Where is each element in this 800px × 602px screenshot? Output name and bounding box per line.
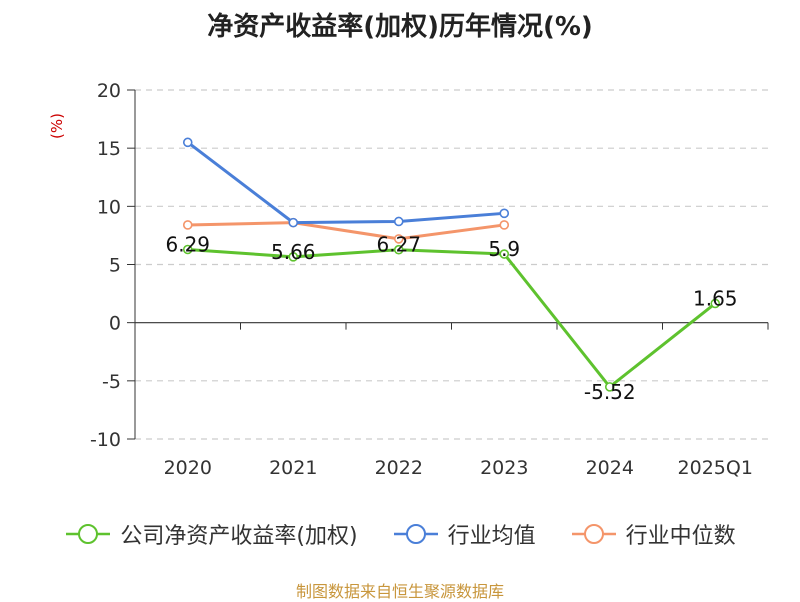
data-point: [393, 244, 404, 255]
label-layer: 6.29 5.66 6.27 5.9 -5.52 1.65: [165, 232, 737, 403]
data-point: [710, 298, 721, 309]
y-tick-label: 0: [109, 313, 121, 335]
data-point: [182, 220, 193, 230]
x-tick-label: 2022: [375, 457, 423, 479]
y-tick-label: 20: [97, 80, 121, 102]
series-line: [187, 247, 717, 389]
legend-item[interactable]: 公司净资产收益率(加权): [64, 518, 358, 550]
y-tick-label: 15: [97, 138, 121, 160]
data-label: 6.27: [376, 233, 421, 257]
y-axis-unit-label: (%): [48, 113, 66, 139]
y-tick-label: -10: [90, 429, 121, 451]
data-label: 6.29: [165, 232, 210, 256]
data-point: [182, 137, 193, 148]
axis-layer: 20 15 10 5 0 -5 -10 2020 2021 2022 2023 2024 2025Q1 (…: [48, 80, 769, 479]
data-point: [604, 382, 615, 392]
data-label: -5.52: [584, 380, 636, 404]
data-point: [499, 208, 510, 219]
series-line: [186, 141, 505, 225]
legend-item[interactable]: 行业中位数: [570, 518, 736, 550]
grid-layer: [135, 89, 768, 440]
data-point: [499, 249, 510, 259]
x-tick-label: 2023: [480, 457, 528, 479]
series-line: [187, 221, 505, 241]
series-layer: [182, 137, 721, 392]
data-label: 5.66: [271, 240, 316, 264]
x-tick-label: 2025Q1: [678, 457, 753, 479]
x-tick-label: 2024: [586, 457, 634, 479]
legend-marker-icon: [571, 524, 616, 544]
data-point: [288, 217, 299, 228]
data-point: [393, 234, 404, 244]
legend-label: 行业中位数: [625, 524, 736, 549]
x-tick-label: 2020: [164, 457, 212, 479]
y-tick-label: 5: [109, 255, 121, 277]
data-point: [182, 244, 193, 255]
legend-label: 行业均值: [447, 524, 536, 549]
data-label: 5.9: [488, 237, 520, 261]
data-point: [499, 220, 510, 230]
chart-title: 净资产收益率(加权)历年情况(%): [207, 12, 593, 42]
data-point: [393, 216, 404, 227]
legend-marker-icon: [66, 524, 111, 544]
legend: 公司净资产收益率(加权) 行业均值 行业中位数: [0, 518, 800, 550]
legend-item[interactable]: 行业均值: [392, 518, 536, 550]
data-label: 1.65: [693, 286, 738, 310]
legend-marker-icon: [393, 524, 438, 544]
data-point: [288, 252, 299, 262]
source-note: 制图数据来自恒生聚源数据库: [295, 582, 504, 601]
y-tick-label: 10: [97, 196, 121, 218]
legend-label: 公司净资产收益率(加权): [120, 524, 358, 549]
y-tick-label: -5: [102, 371, 121, 393]
x-tick-label: 2021: [269, 457, 317, 479]
